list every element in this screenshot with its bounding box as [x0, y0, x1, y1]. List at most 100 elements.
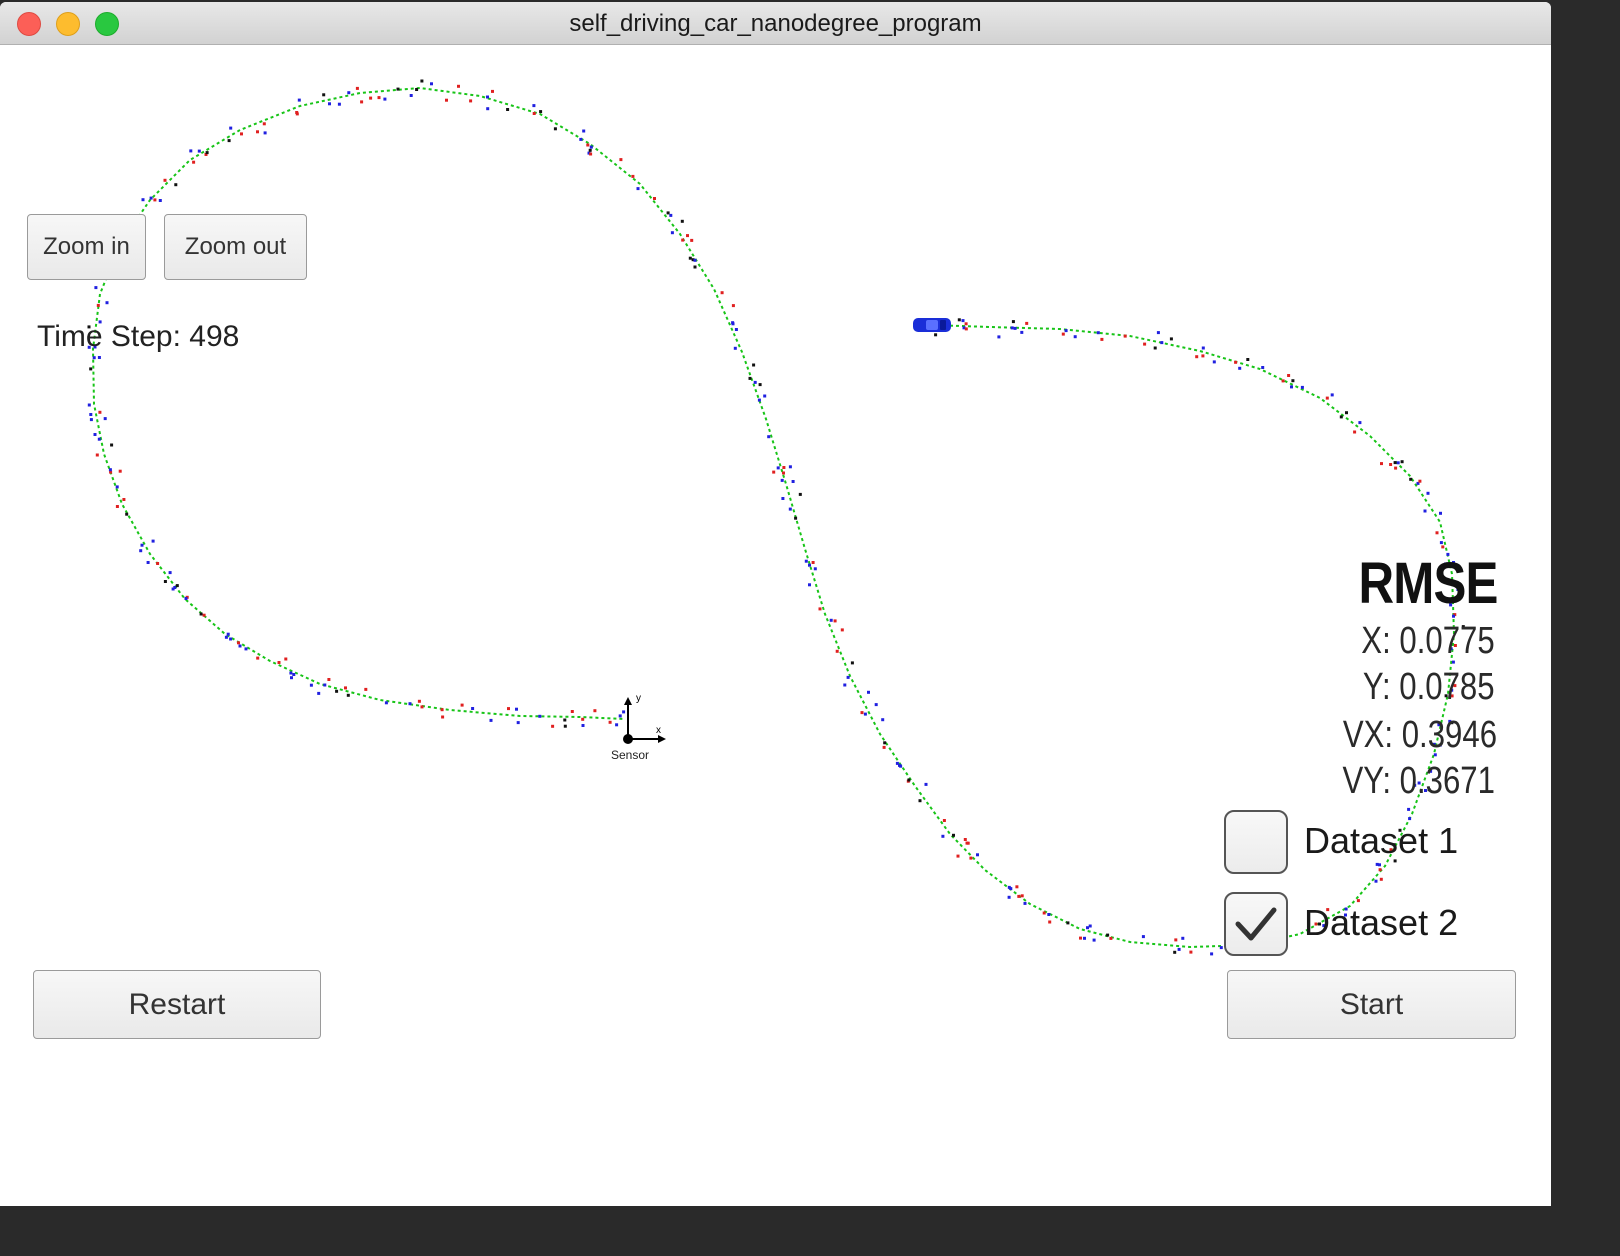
lidar-measurement — [581, 717, 585, 721]
radar-measurement — [1238, 366, 1242, 370]
radar-measurement — [1322, 924, 1326, 928]
zoom-in-button[interactable]: Zoom in — [27, 214, 146, 280]
lidar-measurement — [417, 699, 421, 703]
radar-measurement — [103, 417, 107, 421]
radar-measurement — [1219, 946, 1223, 950]
lidar-measurement — [1453, 644, 1457, 647]
estimated-path — [91, 86, 1456, 949]
radar-measurement — [292, 673, 296, 676]
measurement-point — [752, 363, 756, 367]
radar-measurement — [1020, 330, 1024, 334]
measurement-point — [907, 778, 911, 782]
radar-measurement — [409, 94, 413, 97]
radar-measurement — [1156, 331, 1160, 335]
zoom-out-button[interactable]: Zoom out — [164, 214, 307, 280]
lidar-measurement — [95, 453, 99, 457]
close-button[interactable] — [17, 12, 41, 36]
radar-measurement — [733, 346, 737, 350]
measurement-point — [1392, 843, 1396, 847]
radar-measurement — [1013, 326, 1017, 330]
measurement-point — [1318, 922, 1321, 926]
dataset-1-label[interactable]: Dataset 1 — [1304, 820, 1459, 861]
minimize-button[interactable] — [56, 12, 80, 36]
measurement-point — [918, 799, 922, 803]
measurement-point — [1409, 477, 1413, 481]
dataset-2-checkbox[interactable] — [1224, 892, 1288, 956]
radar-measurement — [753, 380, 757, 384]
radar-measurement — [1064, 329, 1068, 333]
title-bar[interactable]: self_driving_car_nanodegree_program — [0, 2, 1551, 45]
lidar-measurement — [469, 99, 473, 103]
radar-measurement — [813, 567, 817, 571]
radar-measurement — [846, 675, 850, 679]
start-button[interactable]: Start — [1227, 970, 1516, 1039]
measurement-point — [758, 383, 762, 387]
lidar-measurement — [377, 96, 381, 100]
radar-measurement — [1446, 552, 1450, 556]
lidar-measurement — [369, 96, 373, 100]
lidar-measurement — [1378, 868, 1382, 872]
radar-measurement — [97, 437, 101, 441]
lidar-measurement — [969, 856, 973, 860]
radar-measurement — [87, 345, 91, 349]
measurement-point — [1066, 921, 1070, 925]
measurement-point — [1246, 358, 1250, 361]
dataset-1-checkbox[interactable] — [1224, 810, 1288, 874]
radar-measurement — [1096, 331, 1100, 335]
lidar-measurement — [109, 470, 113, 474]
radar-measurement — [734, 328, 738, 331]
lidar-measurement — [551, 724, 555, 728]
radar-measurement — [1449, 647, 1453, 651]
measurement-point — [1169, 337, 1173, 341]
radar-measurement — [1449, 603, 1453, 607]
lidar-measurement — [608, 720, 612, 724]
radar-measurement — [93, 433, 97, 436]
simulation-canvas[interactable]: y x Sensor Zoom in Zoom out Time Step: 4… — [0, 44, 1551, 1206]
lidar-measurement — [782, 466, 786, 469]
lidar-measurement — [192, 160, 196, 164]
dataset-2-label[interactable]: Dataset 2 — [1304, 902, 1459, 943]
lidar-measurement — [237, 641, 240, 645]
lidar-measurement — [570, 710, 574, 713]
radar-measurement — [1261, 366, 1265, 369]
measurement-point — [666, 211, 670, 215]
measurement-point — [1450, 721, 1454, 725]
measurement-point — [1393, 859, 1397, 863]
measurement-point — [563, 718, 567, 722]
lidar-measurement — [860, 711, 864, 715]
rmse-vx-value: VX: 0.3946 — [1342, 714, 1497, 756]
measurement-point — [1456, 583, 1460, 587]
radar-measurement — [224, 635, 228, 639]
radar-measurement — [1330, 393, 1334, 397]
maximize-button[interactable] — [95, 12, 119, 36]
measurement-point — [1291, 379, 1295, 383]
lidar-measurement — [966, 841, 970, 845]
measurement-point — [688, 256, 692, 260]
measurement-point — [1106, 933, 1110, 937]
lidar-measurement — [118, 469, 122, 473]
measurement-point — [1011, 320, 1015, 324]
radar-measurement — [924, 782, 928, 786]
radar-measurement — [582, 129, 586, 133]
lidar-measurement — [840, 628, 844, 632]
radar-measurement — [776, 466, 780, 470]
radar-measurement — [1212, 360, 1216, 364]
radar-measurement — [140, 543, 144, 547]
measurement-point — [175, 584, 179, 588]
radar-measurement — [587, 151, 591, 155]
lidar-measurement — [277, 661, 281, 664]
radar-measurement — [115, 485, 119, 489]
radar-measurement — [486, 95, 489, 99]
radar-measurement — [767, 435, 771, 439]
lidar-measurement — [240, 132, 243, 136]
radar-measurement — [229, 126, 233, 130]
radar-measurement — [89, 413, 93, 416]
radar-measurement — [1424, 789, 1427, 792]
measurement-point — [1345, 411, 1348, 415]
restart-button[interactable]: Restart — [33, 970, 321, 1039]
lidar-measurement — [284, 657, 288, 661]
measurement-point — [1461, 625, 1465, 629]
radar-measurement — [289, 671, 293, 675]
rmse-x-value: X: 0.0775 — [1361, 620, 1495, 662]
lidar-measurement — [772, 470, 776, 474]
